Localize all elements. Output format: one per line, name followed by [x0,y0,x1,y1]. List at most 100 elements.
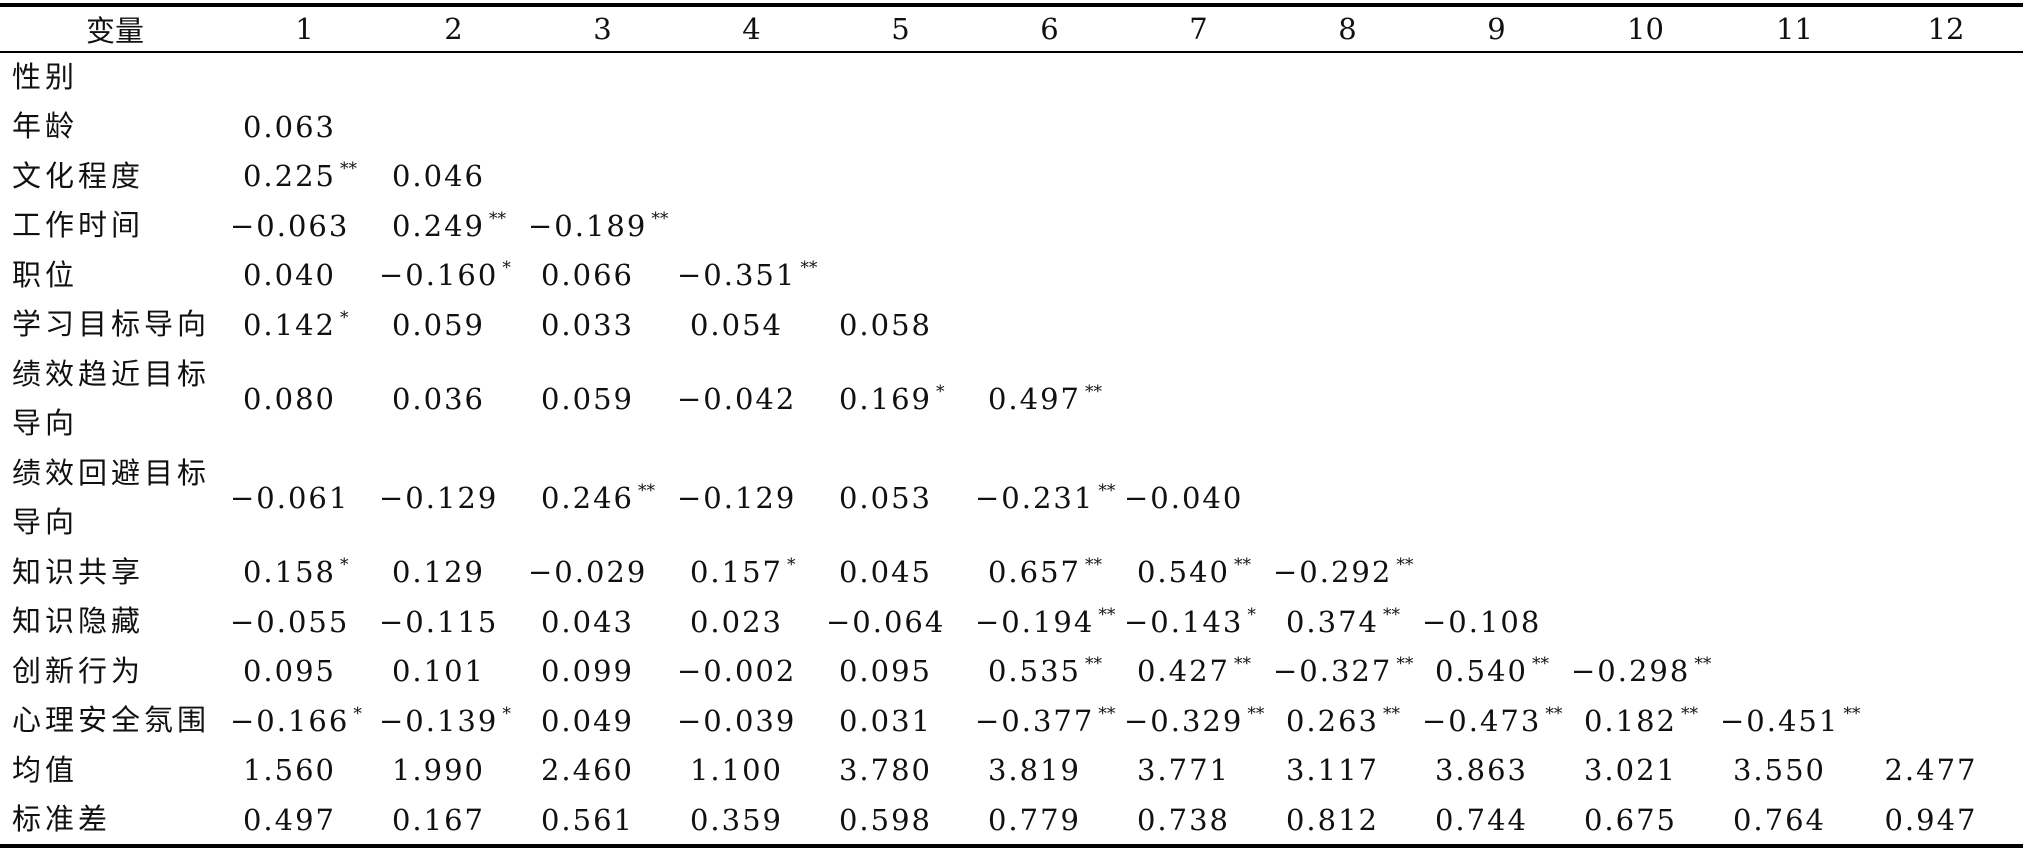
cell-value: 0.182 [1583,703,1678,738]
cell-value: 0.225 [242,159,337,194]
table-cell: −0.292 ** [1273,548,1422,598]
table-cell: 0.374 ** [1273,597,1422,647]
table-cell: 0.535 ** [975,647,1124,697]
table-cell [1124,52,1273,102]
header-col-5: 5 [891,12,910,46]
significance-marker: ** [800,258,818,279]
table-cell [1720,350,1869,449]
table-cell [1869,152,2023,202]
table-cell: 3.780 [826,746,975,796]
table-cell [379,52,528,102]
table-cell [1422,449,1571,548]
table-body: 性别 年龄 0.063 文化程度 0.225 ** 0.046 工作时间 −0.063 0.249… [0,52,2023,846]
table-cell: 0.157 * [677,548,826,598]
cell-value: 0.947 [1884,802,1978,837]
table-cell: 0.053 [826,449,975,548]
table-row: 标准差 0.497 0.167 0.561 0.359 0.598 0.779 0.738 0.… [0,795,2023,846]
table-cell: −0.129 [379,449,528,548]
table-cell [975,52,1124,102]
significance-marker: ** [1085,555,1103,576]
table-cell [1422,251,1571,301]
table-cell: 0.043 [528,597,677,647]
correlation-table: 变量 1 2 3 4 5 6 7 8 9 10 11 12 性别 年龄 0.063 文化程度 0.225 ** 0.… [0,3,2023,848]
table-cell: −0.166 * [230,696,379,746]
table-cell: 1.560 [230,746,379,796]
significance-marker: ** [1681,703,1699,724]
table-cell: 0.054 [677,300,826,350]
cell-value: 0.540 [1136,555,1231,590]
cell-value: −0.194 [975,604,1095,639]
cell-value: −0.039 [677,703,797,738]
table-cell: 0.169 * [826,350,975,449]
table-cell [1273,251,1422,301]
significance-marker: * [502,703,511,724]
significance-marker: ** [1383,604,1401,625]
table-cell [1571,300,1720,350]
significance-marker: ** [1843,703,1861,724]
table-cell: −0.129 [677,449,826,548]
table-cell [1869,449,2023,548]
table-cell [1571,201,1720,251]
cell-value: 0.036 [391,382,486,416]
table-cell [1273,300,1422,350]
cell-value: 0.095 [838,654,933,689]
table-row: 性别 [0,52,2023,102]
table-cell: −0.194 ** [975,597,1124,647]
table-cell [677,102,826,152]
table-cell [826,102,975,152]
cell-value: 0.023 [689,604,784,639]
cell-value: 0.779 [987,802,1082,837]
row-label: 工作时间 [12,208,145,243]
cell-value: −0.042 [677,382,797,416]
table-row: 心理安全氛围 −0.166 * −0.139 * 0.049 −0.039 0.031 −0.3… [0,696,2023,746]
table-cell: −0.231 ** [975,449,1124,548]
table-cell: 0.059 [528,350,677,449]
significance-marker: * [1247,604,1256,625]
table-cell [677,201,826,251]
row-label: 文化程度 [12,158,145,193]
cell-value: −0.029 [528,555,648,590]
cell-value: 1.100 [689,753,784,788]
significance-marker: * [340,555,349,576]
cell-value: 1.560 [242,753,337,788]
cell-value: −0.329 [1124,703,1244,738]
table-cell [1869,102,2023,152]
cell-value: 0.657 [987,555,1082,590]
table-cell: −0.108 [1422,597,1571,647]
header-col-8: 8 [1338,12,1357,46]
table-cell: 0.059 [379,300,528,350]
table-cell [1720,102,1869,152]
cell-value: 0.540 [1434,654,1529,689]
table-cell: 0.033 [528,300,677,350]
significance-marker: ** [651,208,669,229]
table-cell: 0.066 [528,251,677,301]
table-cell [975,102,1124,152]
significance-marker: ** [1396,555,1414,576]
table-cell: 0.045 [826,548,975,598]
table-row: 年龄 0.063 [0,102,2023,152]
table-cell [1720,152,1869,202]
table-cell [1124,201,1273,251]
table-cell: 0.049 [528,696,677,746]
table-cell [1124,350,1273,449]
table-cell: −0.377 ** [975,696,1124,746]
cell-value: 0.497 [242,802,337,837]
table-cell [379,102,528,152]
table-cell [826,52,975,102]
table-cell [1720,449,1869,548]
cell-value: 0.031 [838,703,933,738]
table-cell: 0.142 * [230,300,379,350]
cell-value: 0.359 [689,802,784,837]
row-label: 性别 [12,60,79,94]
table-cell: 3.863 [1422,746,1571,796]
table-cell [1571,597,1720,647]
table-cell: −0.298 ** [1571,647,1720,697]
table-cell: 0.036 [379,350,528,449]
table-cell [1571,102,1720,152]
cell-value: −0.115 [379,604,499,639]
cell-value: 0.812 [1285,802,1380,837]
table-cell: −0.473 ** [1422,696,1571,746]
table-cell: 0.598 [826,795,975,846]
table-cell: −0.063 [230,201,379,251]
row-label: 标准差 [12,802,112,836]
